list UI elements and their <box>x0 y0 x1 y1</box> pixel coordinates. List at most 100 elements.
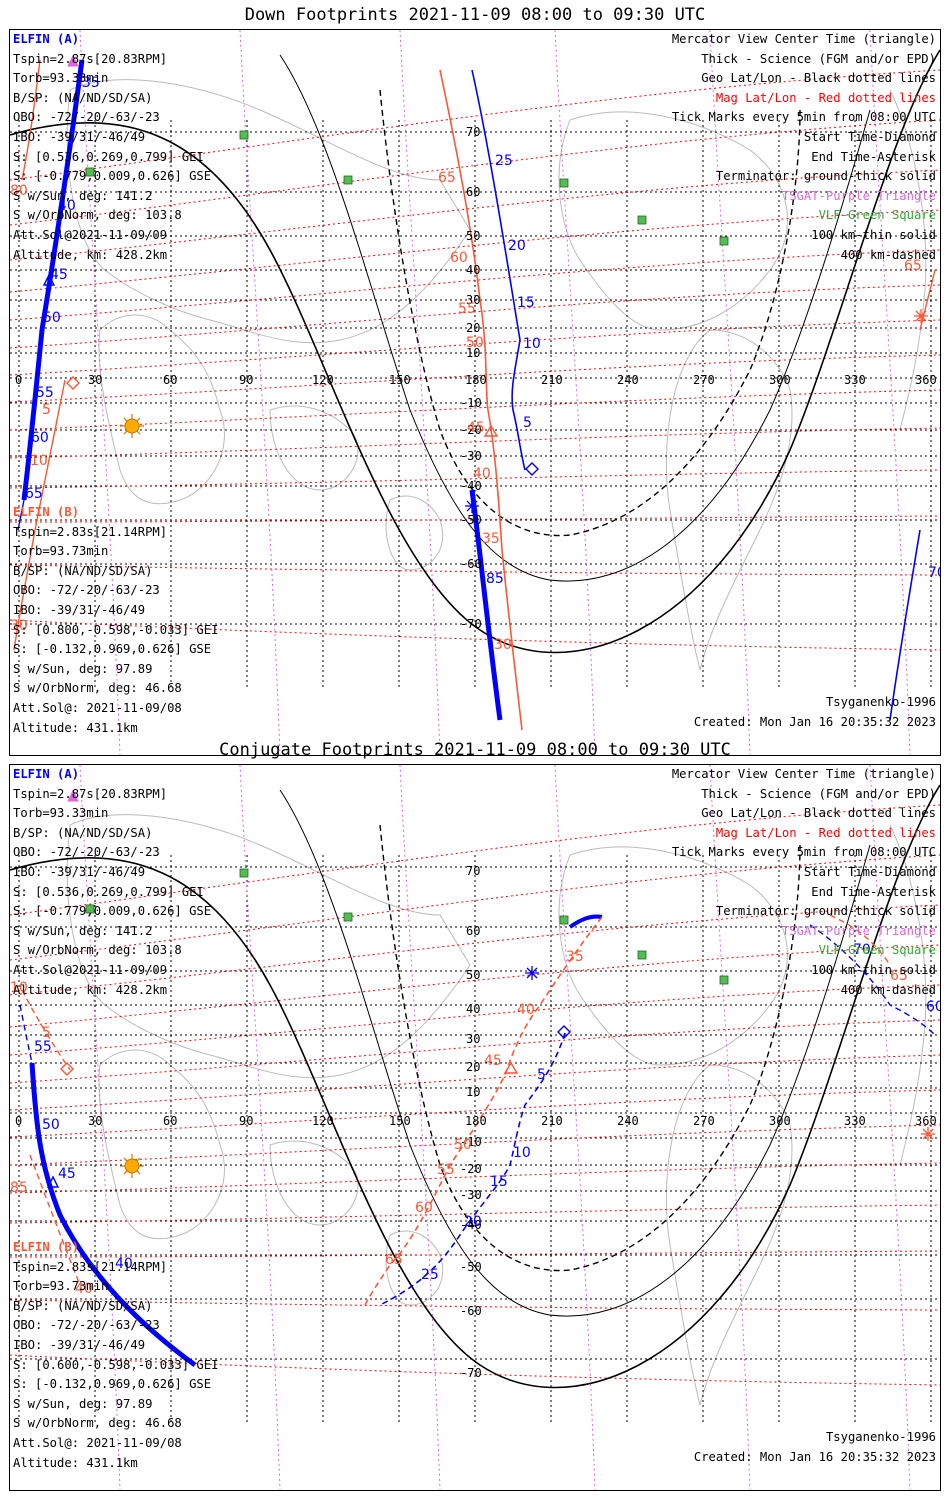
elfin-b-track-2 <box>21 989 71 1071</box>
info-line: IBO: -39/31/-46/49 <box>13 602 146 617</box>
info-line: IBO: -39/31/-46/49 <box>13 864 146 879</box>
lon-tick: 180 <box>465 1114 487 1128</box>
elfin-a-tick: 85 <box>486 571 504 587</box>
info-line: Altitude: 431.1km <box>13 720 138 735</box>
lat-tick: -30 <box>460 1188 482 1202</box>
elfin-b-tick: 35 <box>566 949 584 965</box>
info-line: S w/Sun, deg: 97.89 <box>13 1396 153 1411</box>
elfin-a-tick: 55 <box>36 385 54 401</box>
lon-tick: 0 <box>15 1114 22 1128</box>
elfin-a-track-thick-2 <box>568 914 603 929</box>
sun-icon <box>120 1154 144 1178</box>
elfin-a-tick: 50 <box>43 310 61 326</box>
model-name: Tsyganenko-1996 <box>825 1430 936 1444</box>
terminator-400km <box>379 824 801 1272</box>
elfin-a-tick: 55 <box>34 1039 52 1055</box>
elfin-b-tick: 45 <box>467 420 485 436</box>
elfin-a-name: ELFIN (A) <box>13 767 80 781</box>
elfin-b-tick: 60 <box>450 250 468 266</box>
info-line: Altitude, km: 428.2km <box>13 982 168 997</box>
lat-tick: 10 <box>466 1085 480 1099</box>
elfin-b-tick: 50 <box>466 335 484 351</box>
lat-tick: -10 <box>460 396 482 410</box>
terminator-100km <box>279 789 871 1317</box>
info-line: S w/OrbNorm, deg: 46.68 <box>13 681 182 696</box>
lat-tick: -40 <box>460 479 482 493</box>
lat-tick: -10 <box>460 1135 482 1149</box>
tsgat-triangle <box>67 54 79 67</box>
lon-tick: 270 <box>693 373 715 387</box>
elfin-b-tick: 55 <box>458 301 476 317</box>
lat-tick: 60 <box>466 924 480 938</box>
lat-tick: 70 <box>466 864 480 878</box>
elfin-b-track-3 <box>29 1154 81 1286</box>
elfin-b-track <box>364 916 603 1306</box>
elfin-a-name: ELFIN (A) <box>13 32 80 46</box>
elfin-a-tick: 60 <box>31 430 49 446</box>
tsgat-triangle <box>67 789 79 802</box>
legend-item: VLF-Green Square <box>818 943 936 958</box>
elfin-a-end-asterisk <box>465 499 479 513</box>
legend-item: Tick Marks every 5min from 08:00 UTC <box>671 110 936 125</box>
elfin-b-track-3 <box>21 59 41 181</box>
info-line: Att.Sol@2021-11-09/09 <box>13 962 168 977</box>
elfin-b-tick: 35 <box>482 531 500 547</box>
elfin-a-tick: 5 <box>523 415 532 431</box>
vlf-stations <box>85 868 729 985</box>
info-line: S w/Sun, deg: 141.2 <box>13 188 153 203</box>
lon-tick: 120 <box>312 1114 334 1128</box>
elfin-a-end-asterisk <box>525 966 539 980</box>
info-line: S w/Sun, deg: 141.2 <box>13 923 153 938</box>
legend-item: 400 km-dashed <box>840 247 936 262</box>
lat-tick: 20 <box>466 1060 480 1074</box>
elfin-a-track-thick-2 <box>469 489 503 721</box>
elfin-a-track-3 <box>809 924 936 1036</box>
lat-tick: -40 <box>460 1218 482 1232</box>
info-line: Att.Sol@: 2021-11-09/08 <box>13 700 182 715</box>
elfin-a-tick: 35 <box>82 75 100 91</box>
elfin-b-tick: 40 <box>75 1281 93 1297</box>
elfin-a-track <box>17 499 25 531</box>
elfin-b-track-2 <box>13 379 66 651</box>
elfin-b-tick: 10 <box>30 453 48 469</box>
elfin-a-track-thick <box>21 59 85 501</box>
vlf-stations <box>85 130 729 246</box>
info-line: Altitude, km: 428.2km <box>13 247 168 262</box>
elfin-b-tick: 85 <box>10 1180 28 1196</box>
elfin-b-name: ELFIN (B) <box>13 505 80 519</box>
lon-tick: 300 <box>769 1114 791 1128</box>
legend-item: Mercator View Center Time (triangle) <box>671 32 936 46</box>
lon-tick: 360 <box>915 1114 937 1128</box>
legend-item: 100 km-thin solid <box>811 962 936 977</box>
lat-tick: -60 <box>460 557 482 571</box>
elfin-a-tick: 70 <box>853 942 871 958</box>
map-2: 0 30 60 90 120 150 180 210 240 270 300 3… <box>10 765 940 1490</box>
lat-tick: -50 <box>460 1260 482 1274</box>
elfin-a-track-3 <box>889 529 921 721</box>
info-line: S: [0.536,0.269,0.799] GEI <box>13 149 204 164</box>
elfin-b-info: ELFIN (B) Tspin=2.83s[21.14RPM] Torb=93.… <box>13 1238 218 1473</box>
lon-tick: 240 <box>617 1114 639 1128</box>
elfin-a-center-triangle <box>42 273 56 286</box>
elfin-a-tick: 10 <box>523 336 541 352</box>
lat-tick: -20 <box>460 1162 482 1176</box>
lon-tick: 30 <box>88 1114 102 1128</box>
legend: Mercator View Center Time (triangle) Thi… <box>672 765 936 1000</box>
legend-item: Mercator View Center Time (triangle) <box>671 767 936 781</box>
lon-tick: 30 <box>88 373 102 387</box>
info-line: Torb=93.33min <box>13 806 109 821</box>
info-line: S: [0.600,-0.598,-0.033] GEI <box>13 1357 219 1372</box>
elfin-a-tick: 45 <box>58 1166 76 1182</box>
mag-lat-grid <box>10 804 940 1386</box>
info-line: B/SP: (NA/ND/SD/SA) <box>13 563 153 578</box>
lon-tick: 330 <box>844 1114 866 1128</box>
info-line: OBO: -72/-20/-63/-23 <box>13 845 160 860</box>
terminator-400km <box>379 89 801 537</box>
created-timestamp: Created: Mon Jan 16 20:35:32 2023 <box>693 715 936 729</box>
info-line: Tspin=2.87s[20.83RPM] <box>13 786 168 801</box>
legend-item: Terminator: ground-thick solid <box>715 169 936 184</box>
info-line: B/SP: (NA/ND/SD/SA) <box>13 90 153 105</box>
info-line: Altitude: 431.1km <box>13 1455 138 1470</box>
geo-lon-grid <box>18 855 932 1425</box>
elfin-a-tick: 10 <box>513 1145 531 1161</box>
